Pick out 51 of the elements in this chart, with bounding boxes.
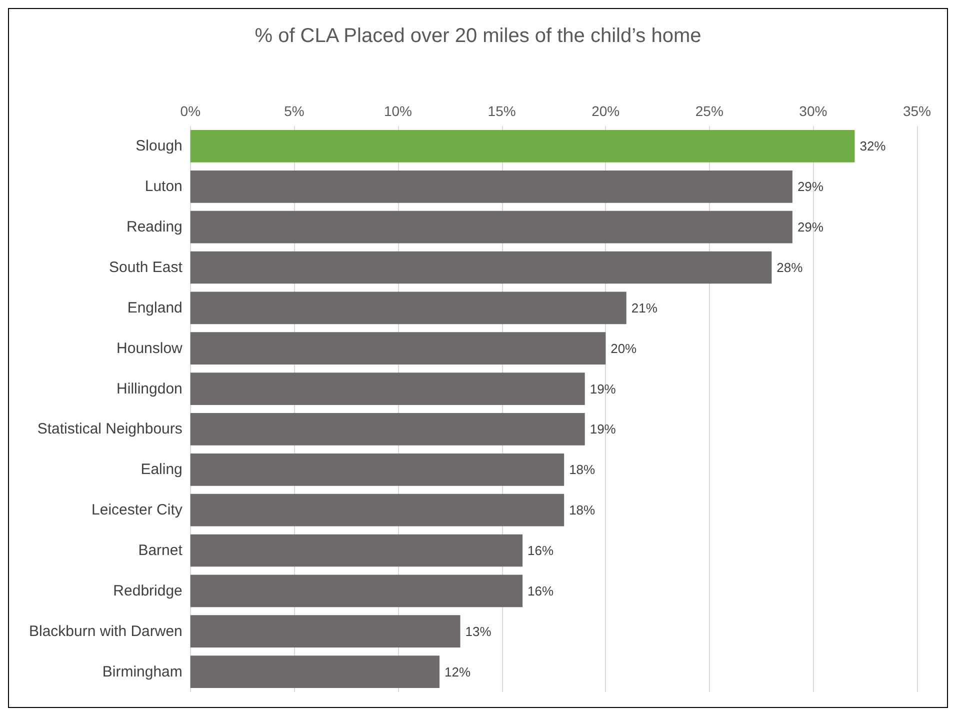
bar — [190, 453, 564, 486]
chart-title: % of CLA Placed over 20 miles of the child’s home — [254, 25, 702, 47]
data-label: 19% — [590, 422, 616, 437]
bar — [190, 574, 523, 608]
y-tick-label: Leicester City — [92, 502, 183, 519]
y-tick-label: Slough — [136, 138, 182, 155]
x-tick-label: 25% — [695, 103, 724, 119]
data-label: 16% — [528, 583, 554, 598]
bar — [190, 210, 792, 244]
data-label: 18% — [569, 462, 596, 478]
y-tick-label: Birmingham — [102, 663, 182, 680]
bar — [190, 615, 460, 648]
y-tick-label: England — [127, 299, 182, 316]
data-label: 18% — [569, 502, 596, 518]
y-tick-label: Hounslow — [116, 340, 183, 357]
y-tick-label: Ealing — [140, 461, 182, 478]
data-label: 12% — [444, 664, 471, 680]
y-tick-label: Blackburn with Darwen — [28, 622, 182, 640]
bar — [190, 292, 626, 324]
data-label: 13% — [465, 624, 492, 639]
y-tick-label: Reading — [126, 218, 182, 236]
y-tick-label: Statistical Neighbours — [37, 420, 182, 438]
x-tick-label: 5% — [284, 103, 304, 119]
data-label: 29% — [797, 179, 824, 194]
data-label: 28% — [776, 260, 804, 275]
data-label: 16% — [528, 543, 554, 558]
bar — [190, 251, 772, 284]
data-label: 19% — [590, 381, 616, 396]
bar — [190, 130, 855, 162]
y-tick-label: Redbridge — [113, 582, 182, 600]
bar — [190, 170, 792, 203]
data-label: 29% — [797, 220, 824, 235]
x-tick-label: 0% — [180, 103, 201, 119]
x-tick-label: 15% — [488, 103, 516, 119]
x-tick-label: 20% — [592, 103, 620, 119]
data-label: 32% — [860, 138, 886, 154]
data-label: 21% — [631, 300, 658, 316]
x-tick-label: 10% — [384, 103, 412, 119]
bar — [190, 413, 585, 446]
data-label: 20% — [610, 340, 638, 356]
x-tick-label: 35% — [902, 103, 932, 119]
y-tick-label: Hillingdon — [116, 380, 182, 398]
bar — [190, 534, 523, 567]
y-tick-label: South East — [109, 259, 184, 276]
bar — [190, 372, 585, 405]
bar — [190, 494, 564, 526]
y-tick-label: Luton — [144, 178, 182, 196]
bar — [190, 332, 606, 365]
x-tick-label: 30% — [799, 103, 828, 119]
y-tick-label: Barnet — [138, 542, 184, 559]
bar — [190, 656, 440, 688]
